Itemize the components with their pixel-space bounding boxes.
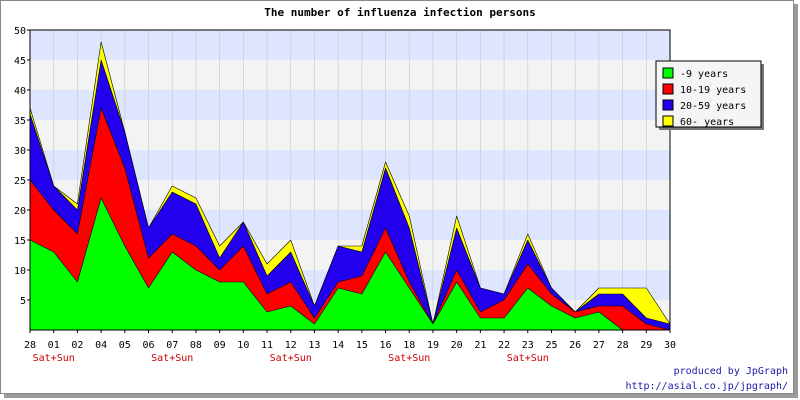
background-band (30, 150, 670, 180)
x-tick-label: 06 (142, 340, 154, 351)
x-tick-label: 10 (237, 340, 249, 351)
x-tick-label: 04 (95, 340, 107, 351)
x-tick-label: 27 (593, 340, 605, 351)
x-tick-label: 25 (545, 340, 557, 351)
x-tick-label: 14 (332, 340, 344, 351)
legend-swatch-4 (662, 115, 674, 127)
x-tick-label: 19 (427, 340, 439, 351)
background-band (30, 90, 670, 120)
x-tick-label: 26 (569, 340, 581, 351)
y-tick-label: 25 (14, 176, 26, 187)
x-tick-label: 30 (664, 340, 676, 351)
y-tick-label: 50 (14, 26, 26, 37)
background-band (30, 60, 670, 90)
y-axis: 5 10 15 20 25 30 35 40 45 50 (14, 26, 30, 307)
chart-title: The number of influenza infection person… (264, 6, 536, 19)
x-tick-label: 12 (285, 340, 297, 351)
y-tick-label: 40 (14, 86, 26, 97)
x-tick-label: 11 (261, 340, 273, 351)
x-tick-label: 16 (380, 340, 392, 351)
y-tick-label: 30 (14, 146, 26, 157)
y-tick-label: 45 (14, 56, 26, 67)
x-tick-label: 20 (451, 340, 463, 351)
x-tick-label: 08 (190, 340, 202, 351)
legend-label-4: 60- years (680, 117, 734, 128)
legend-swatch-3 (662, 99, 674, 111)
weekend-label: Sat+Sun (33, 353, 75, 364)
legend-label-1: -9 years (680, 69, 728, 80)
y-tick-label: 35 (14, 116, 26, 127)
weekend-label: Sat+Sun (507, 353, 549, 364)
x-tick-label: 15 (356, 340, 368, 351)
y-tick-label: 15 (14, 236, 26, 247)
x-tick-label: 13 (308, 340, 320, 351)
x-tick-label: 23 (522, 340, 534, 351)
x-axis: 28 01 02 04 05 06 07 08 09 10 11 12 13 14 15 16 18 19 20 21… (24, 330, 676, 364)
stacked-areas (29, 41, 671, 331)
x-tick-label: 28 (24, 340, 36, 351)
legend-label-3: 20-59 years (680, 101, 746, 112)
area-series-1 (29, 197, 671, 331)
legend-label-2: 10-19 years (680, 85, 746, 96)
credit-link[interactable]: http://asial.co.jp/jpgraph/ (625, 381, 788, 392)
background-band (30, 120, 670, 150)
x-tick-label: 01 (48, 340, 60, 351)
legend-swatch-2 (662, 83, 674, 95)
weekend-label: Sat+Sun (388, 353, 430, 364)
x-tick-label: 07 (166, 340, 178, 351)
x-tick-label: 09 (214, 340, 226, 351)
x-tick-label: 21 (474, 340, 486, 351)
x-tick-label: 02 (71, 340, 83, 351)
legend: -9 years 10-19 years 20-59 years 60- years (655, 60, 764, 130)
weekend-label: Sat+Sun (270, 353, 312, 364)
credit-line-1: produced by JpGraph (674, 366, 788, 377)
x-tick-label: 05 (119, 340, 131, 351)
y-tick-label: 20 (14, 206, 26, 217)
weekend-label: Sat+Sun (151, 353, 193, 364)
x-tick-label: 29 (640, 340, 652, 351)
y-tick-label: 10 (14, 266, 26, 277)
background-band (30, 30, 670, 60)
x-tick-label: 28 (617, 340, 629, 351)
y-tick-label: 5 (20, 296, 26, 307)
x-tick-label: 18 (403, 340, 415, 351)
legend-swatch-1 (662, 67, 674, 79)
x-tick-label: 22 (498, 340, 510, 351)
